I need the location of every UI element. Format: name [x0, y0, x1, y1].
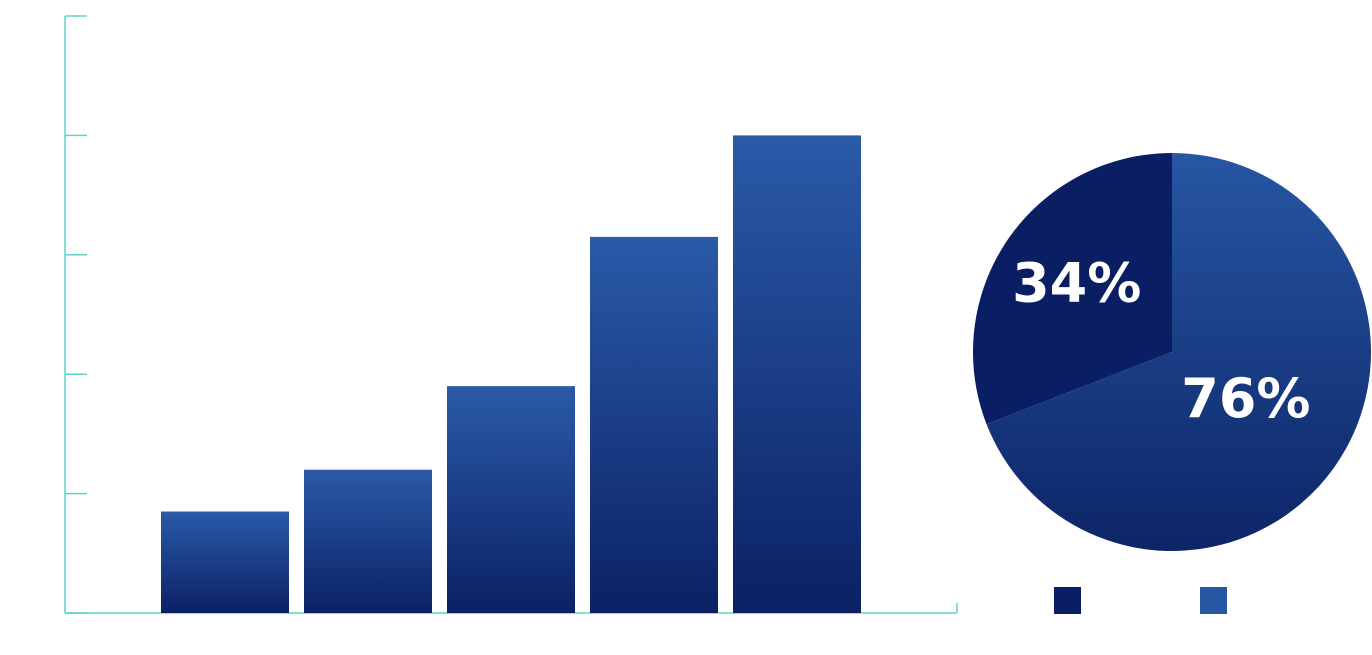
legend-swatch: [1200, 587, 1227, 614]
pie-slice: [986, 153, 1372, 551]
bar: [161, 511, 289, 613]
legend-swatch: [1054, 587, 1081, 614]
bar: [590, 236, 718, 613]
pie-slice: [973, 153, 1172, 425]
pie-value-label: 34%: [1012, 251, 1141, 314]
pie-value-label: 76%: [1181, 367, 1310, 430]
bar: [304, 469, 432, 613]
bar: [447, 386, 575, 613]
bar: [733, 135, 861, 613]
